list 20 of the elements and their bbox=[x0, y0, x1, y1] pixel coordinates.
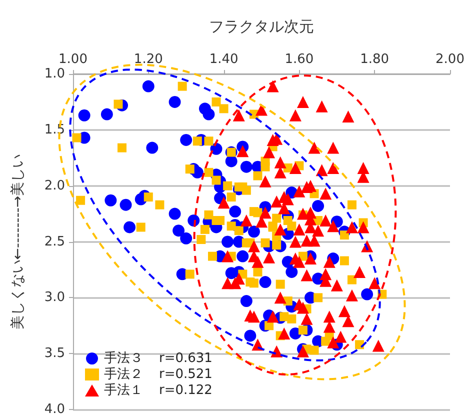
x-tick-label: 1.20 bbox=[134, 52, 163, 67]
y-tick-label: 4.0 bbox=[44, 402, 65, 416]
legend-label: 手法１ bbox=[104, 383, 143, 398]
x-axis-title: フラクタル次元 bbox=[209, 18, 314, 36]
annotation: r=0.631 bbox=[159, 351, 212, 366]
annotation: r=0.122 bbox=[159, 383, 212, 398]
x-tick-label: 2.00 bbox=[436, 52, 464, 67]
y-tick-label: 1.0 bbox=[44, 66, 65, 82]
y-tick-label: 2.0 bbox=[44, 178, 65, 194]
legend-label: 手法３ bbox=[104, 351, 143, 366]
y-tick-label: 2.5 bbox=[44, 234, 65, 250]
x-tick-label: 1.00 bbox=[58, 52, 88, 67]
y-tick-label: 3.5 bbox=[44, 346, 65, 362]
x-tick-label: 1.60 bbox=[284, 52, 314, 67]
y-axis-title: 美しくない←--------→美しい bbox=[10, 154, 26, 330]
x-tick-label: 1.40 bbox=[209, 52, 238, 67]
x-tick-label: 1.80 bbox=[360, 52, 390, 67]
legend-label: 手法２ bbox=[104, 367, 143, 382]
y-tick-label: 3.0 bbox=[44, 290, 65, 306]
annotation: r=0.521 bbox=[159, 367, 212, 382]
